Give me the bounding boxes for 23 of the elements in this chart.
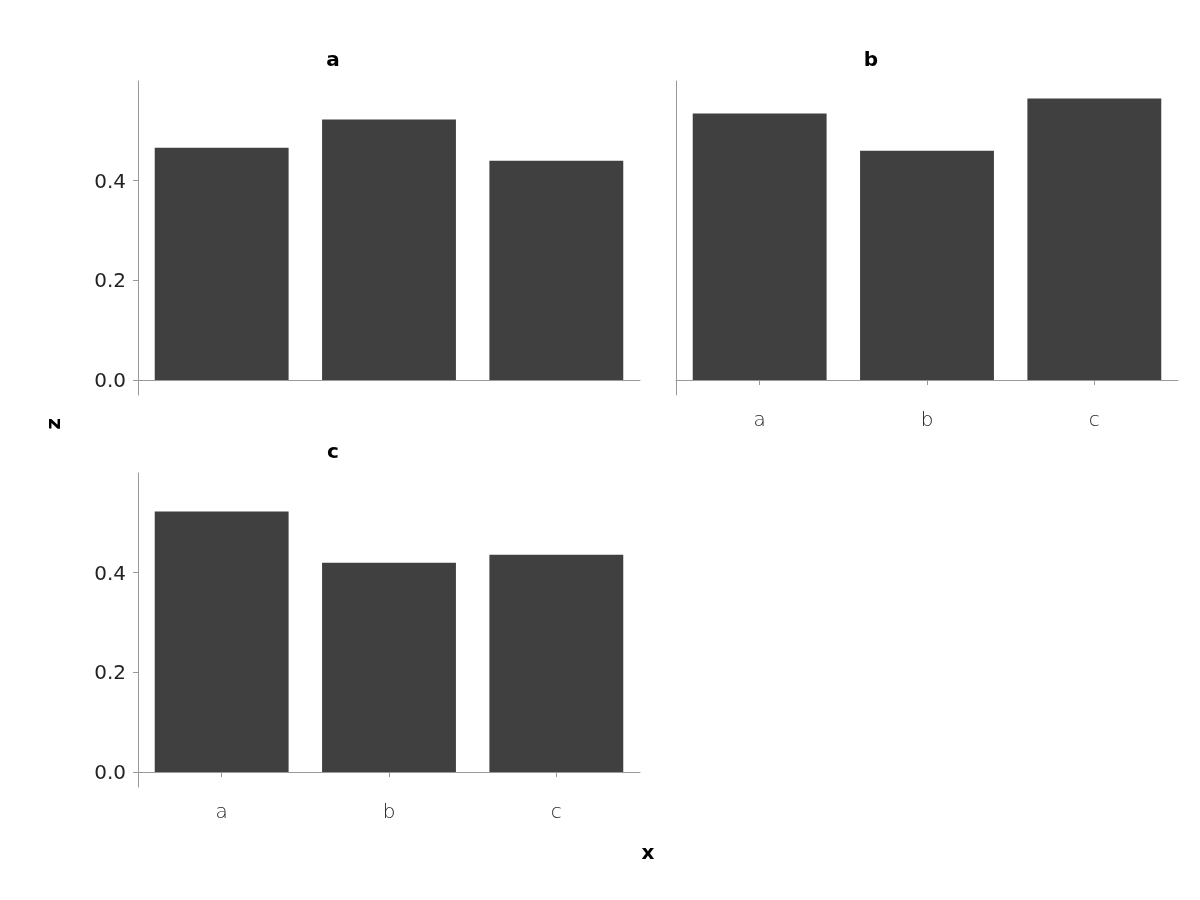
bar (489, 160, 624, 381)
y-tick-label: 0.0 (94, 368, 126, 393)
x-tick-label: b (920, 407, 934, 431)
bar (154, 147, 289, 381)
x-tick-label: c (1088, 407, 1100, 431)
x-tick-label: a (215, 799, 228, 823)
bar (322, 119, 456, 381)
y-tick-label: 0.4 (94, 560, 126, 585)
y-tick-label: 0.2 (94, 268, 126, 293)
x-tick-label: a (753, 407, 766, 431)
y-tick-label: 0.4 (94, 168, 126, 193)
y-tick-label: 0.0 (94, 760, 126, 785)
x-tick-label: c (550, 799, 562, 823)
x-tick-label: b (382, 799, 396, 823)
chart-title: c (327, 439, 339, 463)
bar (154, 511, 289, 773)
chart-title: a (326, 47, 340, 71)
y-axis-title: z (41, 417, 65, 432)
bar (489, 554, 624, 773)
bar (322, 562, 456, 773)
chart-title: b (863, 47, 879, 71)
y-tick-label: 0.2 (94, 660, 126, 685)
x-axis-title: x (640, 840, 656, 864)
